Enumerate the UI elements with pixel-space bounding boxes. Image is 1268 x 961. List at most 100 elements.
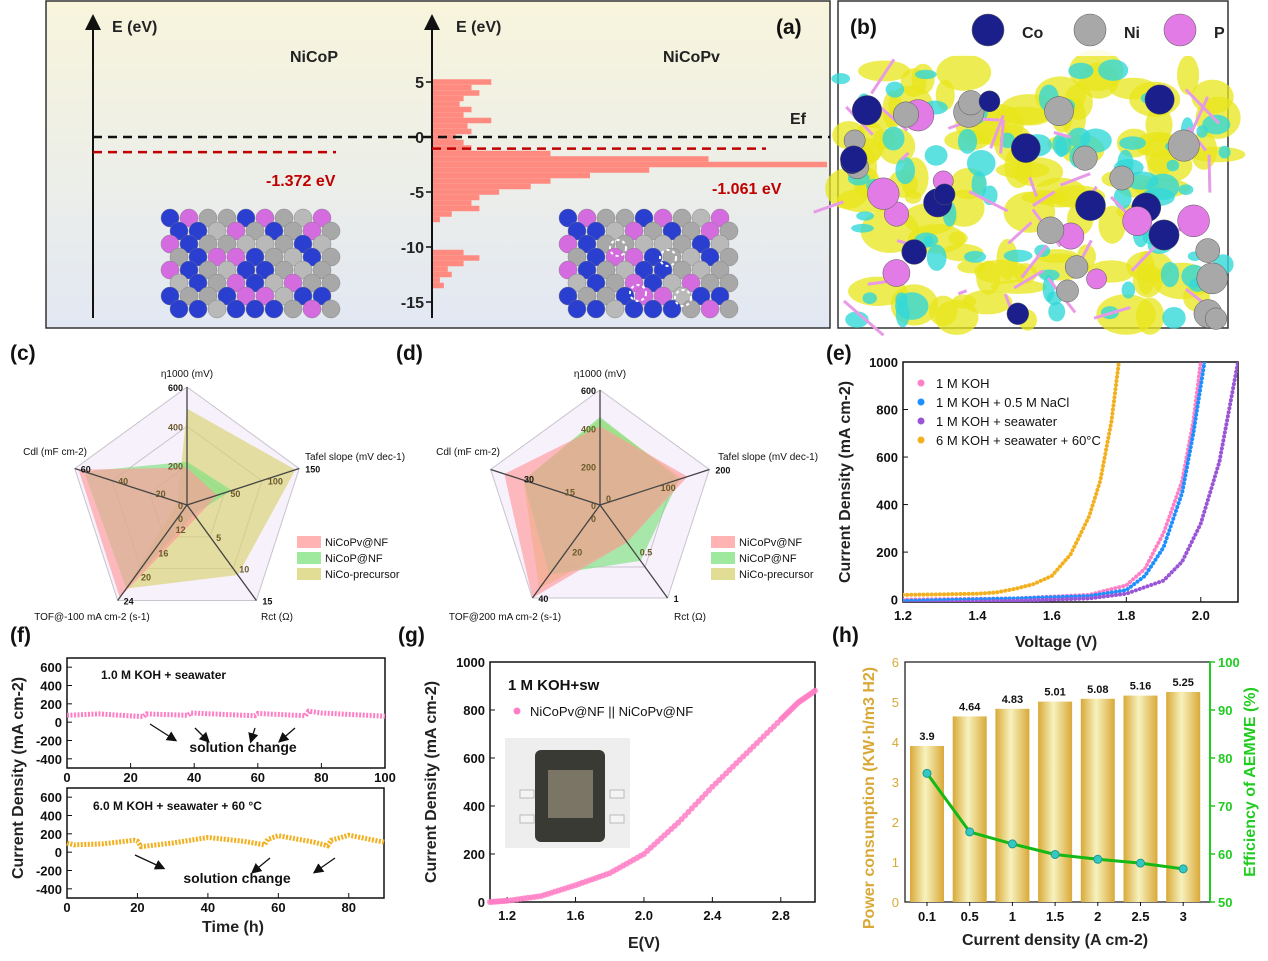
atom	[643, 299, 663, 319]
atom	[577, 286, 597, 306]
atom	[719, 221, 739, 241]
atom	[160, 286, 180, 306]
atom	[672, 260, 692, 280]
radar-tick-label: 12	[176, 525, 186, 535]
electrolyzer-photo	[505, 738, 630, 848]
atom	[691, 286, 711, 306]
atom	[321, 221, 341, 241]
y-tick-label: -400	[36, 752, 62, 767]
radar-tick-label: 0	[591, 501, 596, 511]
legend-label: P	[1214, 25, 1225, 42]
atom	[691, 260, 711, 280]
atom	[1122, 206, 1153, 236]
charge-depletion-isosurface	[882, 126, 905, 151]
dos-bar	[432, 167, 650, 173]
legend-swatch	[711, 552, 735, 564]
atom	[586, 273, 606, 293]
bond	[1207, 154, 1212, 193]
dos-bar	[432, 277, 440, 283]
bond	[999, 119, 1006, 154]
atom	[198, 286, 218, 306]
dos-bar	[432, 205, 480, 212]
charge-accumulation-isosurface	[1191, 79, 1234, 114]
radar-axis	[74, 467, 188, 506]
atom	[710, 260, 730, 280]
atom	[283, 273, 303, 293]
phosphorus-vacancy	[629, 284, 647, 302]
efficiency-point	[922, 768, 932, 778]
atom	[255, 260, 275, 280]
atom	[691, 208, 711, 228]
bond	[1007, 221, 1033, 245]
radar-series-nicopv-nf	[504, 426, 688, 599]
atom	[293, 208, 313, 228]
atom	[615, 260, 635, 280]
atom	[302, 247, 322, 267]
charge-depletion-isosurface	[856, 211, 875, 221]
legend-marker	[917, 398, 925, 406]
radar-tick-label: 20	[141, 573, 151, 583]
panel-e-polarization-curves: 1.2 1.4 1.6 1.8 2.0 0 200 400 600 800 1000 1 M KOH 1…	[837, 355, 1239, 651]
atom	[978, 90, 1001, 113]
dos-bar	[432, 194, 480, 201]
atom	[207, 221, 227, 241]
atom	[643, 273, 663, 293]
legend-swatch	[297, 552, 321, 564]
atom	[643, 247, 663, 267]
x-tick-label: 60	[271, 900, 285, 915]
y-tick-label: 400	[40, 679, 62, 694]
radar-axis	[599, 504, 669, 599]
charge-depletion-isosurface	[1121, 281, 1136, 299]
bond	[1059, 172, 1091, 187]
atom	[169, 299, 189, 319]
legend-label: 1 M KOH + 0.5 M NaCl	[936, 395, 1069, 410]
atom	[207, 299, 227, 319]
atom	[867, 177, 900, 210]
atom	[188, 299, 208, 319]
x-axis-label: E(V)	[628, 935, 660, 952]
atom	[719, 299, 739, 319]
atom	[586, 247, 606, 267]
panel-b-charge-density: (b) Co Ni P	[813, 0, 1246, 337]
right-y-axis-label: Efficiency of AEMWE (%)	[1242, 687, 1259, 877]
solution-change-arrow	[248, 727, 259, 744]
atom	[312, 208, 332, 228]
dos-bar	[432, 156, 709, 162]
dos-bar	[432, 79, 492, 85]
atom	[605, 273, 625, 293]
panel-a-band-diagram: (a) E (eV) E (eV) NiCoP NiCoPv Ef -1.372…	[45, 0, 831, 329]
y-tick-label: 800	[463, 703, 485, 718]
atom	[274, 234, 294, 254]
dos-bar	[432, 249, 464, 256]
dos-bar	[432, 211, 452, 217]
condition-annotation: 6.0 M KOH + seawater + 60 °C	[93, 799, 262, 813]
charge-depletion-isosurface	[1218, 145, 1231, 159]
radar-tick-label: 5	[216, 533, 221, 543]
dos-bar	[432, 150, 551, 157]
charge-depletion-isosurface	[1098, 59, 1129, 81]
power-bar	[1123, 695, 1158, 902]
radar-tick-label: 200	[581, 463, 596, 473]
title-nicopv: NiCoPv	[663, 49, 720, 66]
efficiency-point	[1050, 849, 1060, 859]
atom	[160, 260, 180, 280]
charge-accumulation-isosurface	[858, 60, 911, 82]
legend-label: 1 M KOH	[936, 376, 989, 391]
x-tick-label: 40	[187, 770, 201, 785]
charge-depletion-isosurface	[1202, 114, 1231, 135]
atom	[217, 260, 237, 280]
atom	[851, 95, 882, 126]
atom	[672, 234, 692, 254]
bond	[1184, 88, 1221, 125]
atom	[719, 247, 739, 267]
radar-tick-label: 200	[168, 462, 183, 472]
atom	[255, 208, 275, 228]
x-tick-label: 80	[342, 900, 356, 915]
x-tick-label: 0.5	[961, 909, 979, 924]
right-axis-label: E (eV)	[456, 19, 501, 36]
legend-swatch	[297, 568, 321, 580]
d-band-value-right: -1.061 eV	[712, 181, 782, 198]
condition-annotation: 1.0 M KOH + seawater	[101, 668, 226, 682]
y-tick-label: 800	[876, 403, 898, 418]
